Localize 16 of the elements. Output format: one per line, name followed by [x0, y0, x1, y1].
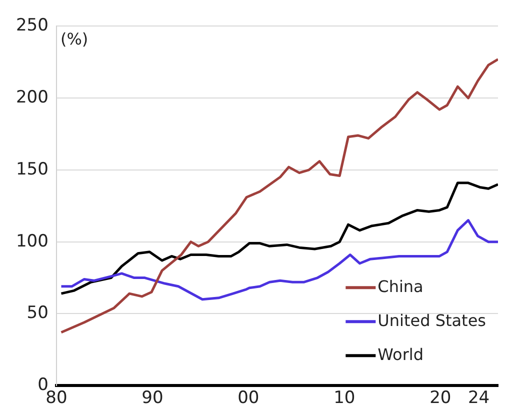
x-tick-label: 00 — [238, 388, 260, 408]
x-tick-label: 24 — [468, 388, 490, 408]
y-tick-label: 150 — [16, 159, 48, 180]
legend-label: China — [378, 276, 424, 296]
y-axis-title: (%) — [60, 29, 88, 48]
x-tick-label: 10 — [334, 388, 356, 408]
legend-label: United States — [378, 310, 486, 330]
y-tick-label: 250 — [16, 16, 48, 36]
y-tick-label: 100 — [16, 231, 48, 252]
y-tick-label: 200 — [16, 88, 48, 108]
y-tick-label: 0 — [38, 375, 48, 396]
y-tick-label: 50 — [26, 303, 48, 324]
x-tick-label: 80 — [46, 388, 68, 408]
legend-label: World — [378, 344, 424, 364]
x-tick-label: 90 — [142, 388, 164, 408]
x-tick-label: 20 — [430, 388, 452, 408]
